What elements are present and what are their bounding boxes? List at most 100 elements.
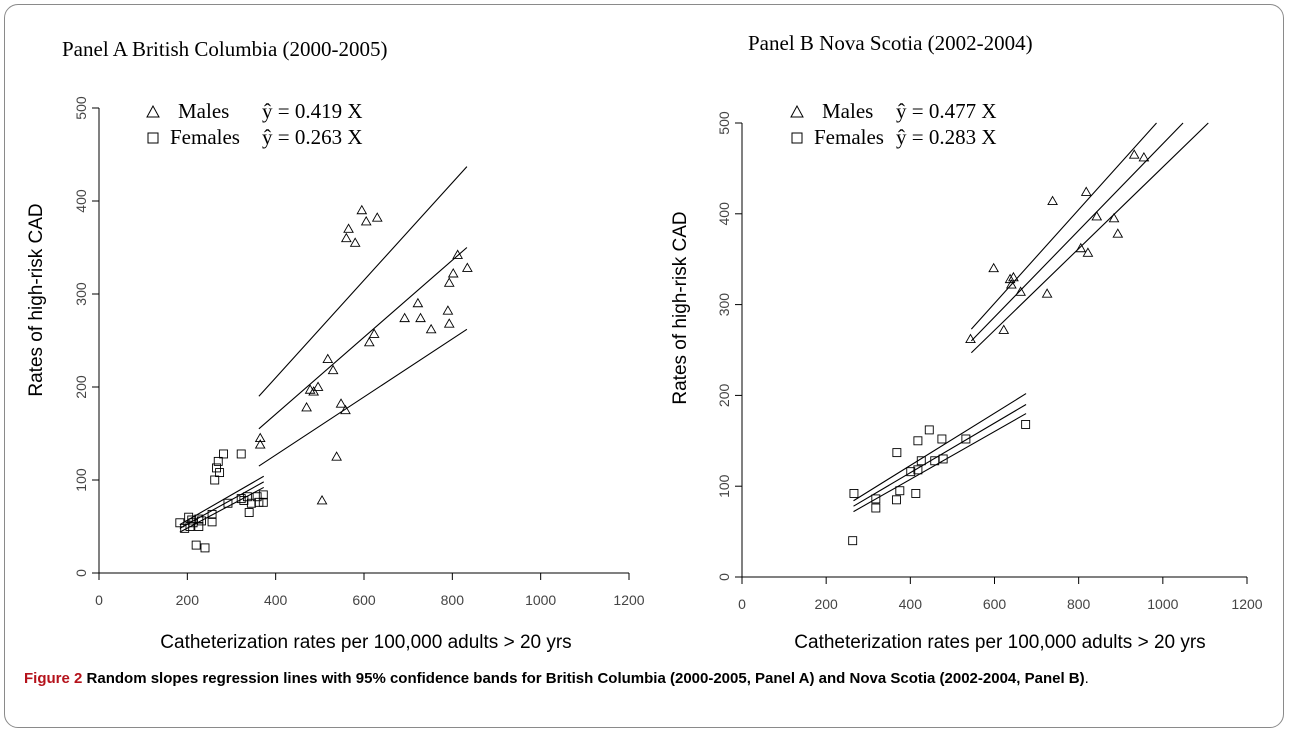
female-point (891, 495, 901, 505)
female-point (212, 463, 221, 473)
male-point (1015, 286, 1026, 296)
female-point (246, 498, 256, 508)
y-tick-label: 0 (716, 573, 732, 581)
male-point (988, 262, 1000, 273)
legend-females-label: Females (170, 125, 240, 149)
male-point (415, 312, 426, 323)
female-point (219, 449, 229, 459)
female-point (913, 465, 923, 475)
female-point (871, 494, 881, 504)
y-tick-label: 300 (73, 282, 89, 306)
male-point (343, 223, 354, 233)
legend-triangle-icon (146, 104, 160, 118)
female-point (938, 454, 948, 464)
figure-label: Figure 2 (24, 670, 83, 687)
female-point (244, 508, 254, 517)
female-point (197, 516, 206, 526)
x-tick-label: 0 (738, 596, 746, 612)
legend-males-label: Males (178, 99, 229, 123)
female-point (194, 522, 204, 531)
male-point (1005, 279, 1017, 289)
male-point (371, 212, 383, 222)
male-point (340, 404, 351, 415)
chart-panel-b: Panel B Nova Scotia (2002-2004) 0 200 400 60… (670, 31, 1263, 653)
legend-square-icon (791, 132, 803, 144)
female-point (236, 494, 246, 504)
male-point (443, 277, 455, 287)
male-point (399, 312, 411, 323)
females-regression-line (179, 481, 265, 529)
males-confidence-band (258, 166, 468, 397)
male-point (442, 305, 454, 315)
male-point (322, 353, 334, 363)
male-point (1047, 195, 1058, 205)
female-point (937, 434, 947, 444)
female-point (961, 434, 971, 444)
x-tick-label: 600 (983, 596, 1007, 612)
legend-females-equation: ŷ = 0.283 X (896, 125, 997, 149)
female-point (871, 503, 881, 513)
male-point (316, 494, 328, 505)
male-point (1080, 186, 1092, 196)
legend-males-label: Males (822, 99, 873, 123)
x-tick-label: 1200 (1231, 596, 1262, 612)
male-point (461, 262, 473, 272)
male-point (301, 401, 312, 412)
male-point (1138, 151, 1150, 162)
male-point (308, 386, 320, 396)
female-point (924, 425, 934, 435)
x-tick-label: 200 (814, 596, 838, 612)
legend-square-icon (147, 132, 159, 144)
male-point (360, 215, 372, 226)
males-regression-line (258, 247, 468, 430)
male-point (327, 364, 339, 375)
male-point (1128, 149, 1140, 159)
x-tick-label: 200 (176, 592, 200, 608)
y-tick-label: 500 (73, 96, 89, 120)
male-point (425, 323, 437, 334)
male-point (368, 328, 380, 338)
figure-caption-text: Random slopes regression lines with 95% … (86, 670, 1085, 687)
females-confidence-band (853, 393, 1027, 502)
male-point (1091, 211, 1103, 221)
male-point (1108, 212, 1120, 223)
female-point (892, 448, 902, 458)
female-point (848, 536, 858, 546)
figure-caption-end: . (1084, 670, 1089, 687)
male-point (254, 432, 266, 443)
female-point (911, 489, 921, 498)
male-point (356, 204, 368, 215)
female-point (191, 540, 201, 550)
female-point (236, 449, 246, 459)
y-tick-label: 100 (73, 468, 89, 492)
legend-males-equation: ŷ = 0.419 X (262, 99, 363, 123)
male-point (965, 333, 976, 344)
female-point (213, 456, 223, 466)
male-point (1075, 242, 1087, 253)
female-point (849, 489, 859, 498)
female-point (207, 509, 217, 519)
male-point (452, 249, 464, 259)
male-point (412, 297, 424, 308)
female-point (180, 523, 190, 533)
x-axis-label: Catheterization rates per 100,000 adults… (794, 632, 1205, 653)
legend-females-equation: ŷ = 0.263 X (262, 125, 363, 149)
female-point (1021, 420, 1031, 429)
y-tick-label: 200 (716, 384, 732, 408)
males-confidence-band (258, 328, 468, 467)
male-point (254, 439, 266, 449)
x-tick-label: 0 (95, 592, 103, 608)
males-regression-line (970, 122, 1184, 342)
x-axis-label: Catheterization rates per 100,000 adults… (160, 632, 571, 653)
x-tick-label: 1000 (525, 592, 556, 608)
male-point (447, 268, 459, 278)
male-point (340, 232, 352, 243)
y-tick-label: 0 (73, 569, 89, 577)
female-point (207, 517, 217, 527)
female-point (252, 492, 262, 502)
females-confidence-band (179, 475, 265, 526)
female-point (210, 475, 220, 485)
female-point (913, 436, 923, 446)
male-point (331, 451, 342, 461)
